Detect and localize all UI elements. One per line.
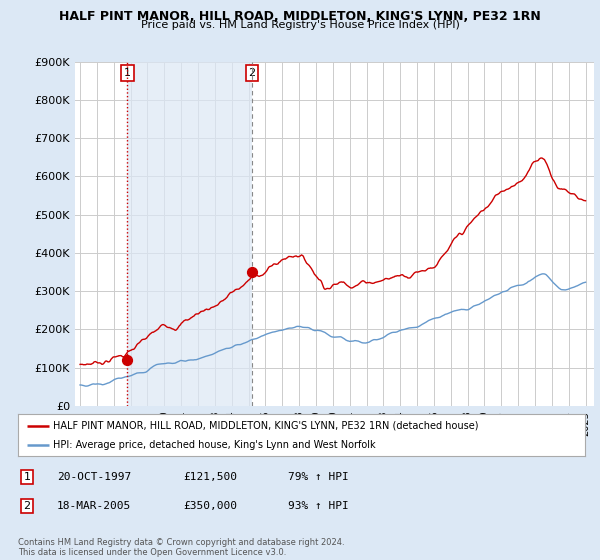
Text: 79% ↑ HPI: 79% ↑ HPI <box>288 472 349 482</box>
Text: 1: 1 <box>23 472 31 482</box>
Text: 2: 2 <box>248 68 256 78</box>
Text: 93% ↑ HPI: 93% ↑ HPI <box>288 501 349 511</box>
Text: 2: 2 <box>23 501 31 511</box>
Text: 20-OCT-1997: 20-OCT-1997 <box>57 472 131 482</box>
Text: Price paid vs. HM Land Registry's House Price Index (HPI): Price paid vs. HM Land Registry's House … <box>140 20 460 30</box>
Text: Contains HM Land Registry data © Crown copyright and database right 2024.
This d: Contains HM Land Registry data © Crown c… <box>18 538 344 557</box>
Text: £121,500: £121,500 <box>183 472 237 482</box>
Point <box>122 355 132 364</box>
Text: 1: 1 <box>124 68 131 78</box>
Text: 18-MAR-2005: 18-MAR-2005 <box>57 501 131 511</box>
Text: HALF PINT MANOR, HILL ROAD, MIDDLETON, KING'S LYNN, PE32 1RN: HALF PINT MANOR, HILL ROAD, MIDDLETON, K… <box>59 10 541 22</box>
Bar <box>127 62 252 406</box>
Text: £350,000: £350,000 <box>183 501 237 511</box>
Text: HALF PINT MANOR, HILL ROAD, MIDDLETON, KING'S LYNN, PE32 1RN (detached house): HALF PINT MANOR, HILL ROAD, MIDDLETON, K… <box>53 421 479 431</box>
Text: HPI: Average price, detached house, King's Lynn and West Norfolk: HPI: Average price, detached house, King… <box>53 440 376 450</box>
Point <box>247 268 257 277</box>
